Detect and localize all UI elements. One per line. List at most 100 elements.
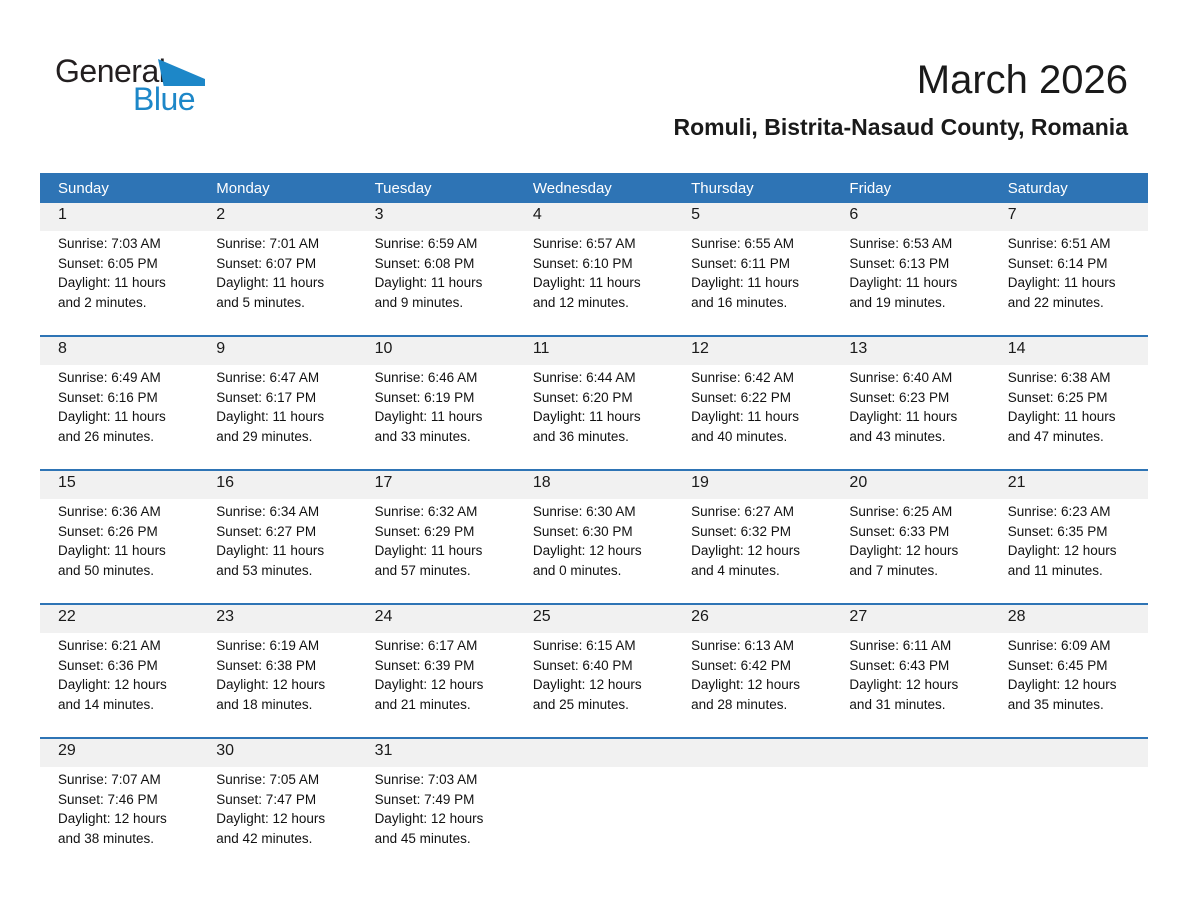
empty-date-cell [515,739,673,767]
daylight-text: Daylight: 12 hours and 35 minutes. [1007,677,1117,712]
day-cell: Sunrise: 7:07 AM Sunset: 7:46 PM Daylight:… [40,767,198,855]
day-number: 13 [849,340,868,357]
sunrise-text: Sunrise: 6:17 AM [374,638,478,653]
daylight-text: Daylight: 11 hours and 5 minutes. [216,275,325,310]
daylight-text: Daylight: 12 hours and 38 minutes. [58,811,167,846]
day-number: 7 [1007,206,1017,223]
sunset-text: Sunset: 6:26 PM [58,523,158,539]
day-number: 22 [58,608,76,625]
sunrise-text: Sunrise: 6:09 AM [1007,638,1111,653]
logo-text-general: General [55,53,166,89]
day-cell: Sunrise: 6:19 AM Sunset: 6:38 PM Daylight:… [198,633,356,721]
sunrise-text: Sunrise: 6:27 AM [691,504,794,519]
empty-day-cell [673,767,831,855]
daylight-text: Daylight: 12 hours and 25 minutes. [532,677,642,712]
sunrise-text: Sunrise: 6:59 AM [374,236,478,251]
daylight-text: Daylight: 11 hours and 12 minutes. [532,275,641,310]
day-number: 6 [849,206,859,223]
day-number: 8 [58,340,67,357]
daylight-text: Daylight: 11 hours and 50 minutes. [58,543,166,578]
logo-triangle-icon [158,59,205,86]
sunset-text: Sunset: 6:29 PM [374,523,475,539]
sunrise-text: Sunrise: 6:53 AM [849,236,953,251]
details-row: Sunrise: 7:07 AM Sunset: 7:46 PM Daylight:… [40,767,1148,855]
daylight-text: Daylight: 12 hours and 14 minutes. [58,677,167,712]
sunrise-text: Sunrise: 6:47 AM [216,370,320,385]
day-number: 2 [216,206,226,223]
week-row: 22 23 24 25 26 27 28 Sunrise: 6:21 AM Sunset: 6:… [40,603,1148,721]
day-number: 24 [374,608,393,625]
details-row: Sunrise: 6:36 AM Sunset: 6:26 PM Daylight:… [40,499,1148,587]
day-number: 26 [691,608,709,625]
sunrise-text: Sunrise: 6:49 AM [58,370,161,385]
weekday-header-friday: Friday [849,179,892,197]
sunrise-text: Sunrise: 6:46 AM [374,370,478,385]
sunset-text: Sunset: 6:43 PM [849,657,950,673]
daylight-text: Daylight: 12 hours and 42 minutes. [216,811,326,846]
empty-date-cell [831,739,989,767]
day-number: 23 [216,608,235,625]
sunset-text: Sunset: 6:40 PM [532,657,633,673]
sunset-text: Sunset: 6:30 PM [532,523,633,539]
daylight-text: Daylight: 11 hours and 9 minutes. [374,275,483,310]
daylight-text: Daylight: 12 hours and 7 minutes. [849,543,959,578]
day-number: 5 [691,206,701,223]
sunrise-text: Sunrise: 6:42 AM [691,370,794,385]
sunset-text: Sunset: 6:36 PM [58,657,158,673]
weekday-header-saturday: Saturday [1007,179,1068,197]
day-cell: Sunrise: 6:09 AM Sunset: 6:45 PM Daylight:… [990,633,1148,721]
day-number: 10 [374,340,393,357]
day-cell: Sunrise: 6:11 AM Sunset: 6:43 PM Daylight:… [831,633,989,721]
daylight-text: Daylight: 11 hours and 26 minutes. [58,409,166,444]
sunset-text: Sunset: 7:46 PM [58,791,158,807]
sunrise-text: Sunrise: 7:07 AM [58,772,161,787]
day-number: 28 [1007,608,1026,625]
sunrise-text: Sunrise: 7:03 AM [58,236,161,251]
details-row: Sunrise: 6:21 AM Sunset: 6:36 PM Daylight:… [40,633,1148,721]
sunrise-text: Sunrise: 6:57 AM [532,236,636,251]
weekday-header-row: Sunday Monday Tuesday Wednesday Thursday Frid… [40,173,1148,203]
date-band-row: 29 30 31 [40,739,1148,767]
sunset-text: Sunset: 6:32 PM [691,523,791,539]
empty-day-cell [515,767,673,855]
sunset-text: Sunset: 6:45 PM [1007,657,1108,673]
sunrise-text: Sunrise: 6:38 AM [1007,370,1111,385]
day-number: 21 [1007,474,1026,491]
daylight-text: Daylight: 11 hours and 16 minutes. [691,275,799,310]
day-cell: Sunrise: 6:55 AM Sunset: 6:11 PM Daylight:… [673,231,831,319]
sunset-text: Sunset: 6:25 PM [1007,389,1108,405]
daylight-text: Daylight: 11 hours and 47 minutes. [1007,409,1116,444]
sunrise-text: Sunrise: 6:15 AM [532,638,636,653]
sunset-text: Sunset: 6:19 PM [374,389,475,405]
calendar-grid: Sunday Monday Tuesday Wednesday Thursday Frid… [40,173,1148,855]
day-cell: Sunrise: 6:23 AM Sunset: 6:35 PM Daylight:… [990,499,1148,587]
sunrise-text: Sunrise: 6:36 AM [58,504,161,519]
day-number: 30 [216,742,235,759]
sunset-text: Sunset: 6:33 PM [849,523,950,539]
daylight-text: Daylight: 11 hours and 19 minutes. [849,275,958,310]
day-cell: Sunrise: 6:17 AM Sunset: 6:39 PM Daylight:… [357,633,515,721]
daylight-text: Daylight: 12 hours and 0 minutes. [532,543,642,578]
day-cell: Sunrise: 6:27 AM Sunset: 6:32 PM Daylight:… [673,499,831,587]
day-number: 25 [532,608,551,625]
sunset-text: Sunset: 6:27 PM [216,523,317,539]
sunset-text: Sunset: 6:39 PM [374,657,475,673]
day-cell: Sunrise: 6:32 AM Sunset: 6:29 PM Daylight:… [357,499,515,587]
day-number: 15 [58,474,76,491]
sunrise-text: Sunrise: 6:21 AM [58,638,161,653]
empty-day-cell [990,767,1148,855]
sunrise-text: Sunrise: 6:23 AM [1007,504,1111,519]
daylight-text: Daylight: 12 hours and 21 minutes. [374,677,484,712]
day-number: 14 [1007,340,1026,357]
sunset-text: Sunset: 6:05 PM [58,255,158,271]
daylight-text: Daylight: 11 hours and 43 minutes. [849,409,958,444]
sunset-text: Sunset: 6:20 PM [532,389,633,405]
date-band-row: 15 16 17 18 19 20 21 [40,471,1148,499]
sunset-text: Sunset: 6:13 PM [849,255,950,271]
sunrise-text: Sunrise: 6:13 AM [691,638,794,653]
day-number: 9 [216,340,226,357]
sunset-text: Sunset: 6:07 PM [216,255,317,271]
day-cell: Sunrise: 6:36 AM Sunset: 6:26 PM Daylight:… [40,499,198,587]
week-row: 8 9 10 11 12 13 14 Sunrise: 6:49 AM Sunset: 6:16… [40,335,1148,453]
title-block: March 2026 Romuli, Bistrita-Nasaud Count… [275,55,1148,141]
